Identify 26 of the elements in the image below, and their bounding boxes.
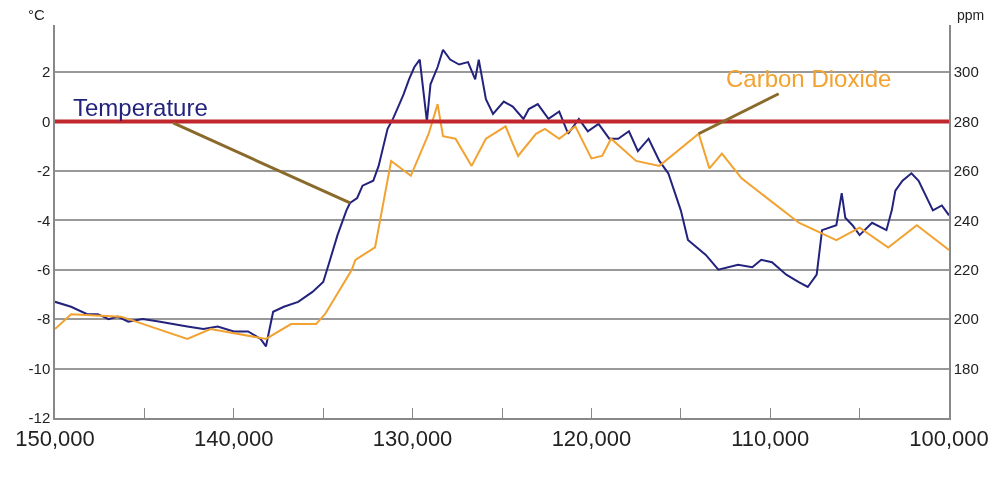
x-tick-label: 100,000 (909, 426, 989, 452)
y2-axis-title: ppm (957, 7, 985, 23)
x-tick-label: 120,000 (551, 426, 632, 452)
y2-tick-label: 260 (953, 162, 979, 180)
x-tick-label: 130,000 (372, 426, 453, 452)
y2-tick-label: 240 (953, 211, 979, 229)
y-tick-label: -10 (28, 359, 51, 377)
y-tick-label: -4 (36, 211, 51, 229)
annotation: Temperature (73, 94, 208, 121)
y2-tick-label: 200 (953, 310, 979, 328)
y-tick-label: -6 (36, 260, 51, 278)
x-tick-label: 110,000 (731, 426, 810, 452)
x-tick-label: 150,000 (15, 426, 95, 452)
y2-tick-label: 220 (953, 260, 979, 278)
y-tick-label: 2 (41, 63, 51, 81)
y-tick-label: -12 (28, 409, 51, 427)
y2-tick-label: 180 (953, 359, 979, 377)
y2-tick-label: 280 (953, 112, 979, 130)
annotation: Carbon Dioxide (726, 65, 892, 92)
y-tick-label: -8 (36, 310, 51, 328)
y-tick-label: -2 (36, 162, 51, 180)
y2-tick-label: 300 (953, 63, 979, 81)
y-axis-title: °C (28, 6, 45, 23)
y-tick-label: 0 (41, 112, 51, 130)
x-tick-label: 140,000 (194, 426, 274, 452)
line-series (55, 48, 949, 348)
